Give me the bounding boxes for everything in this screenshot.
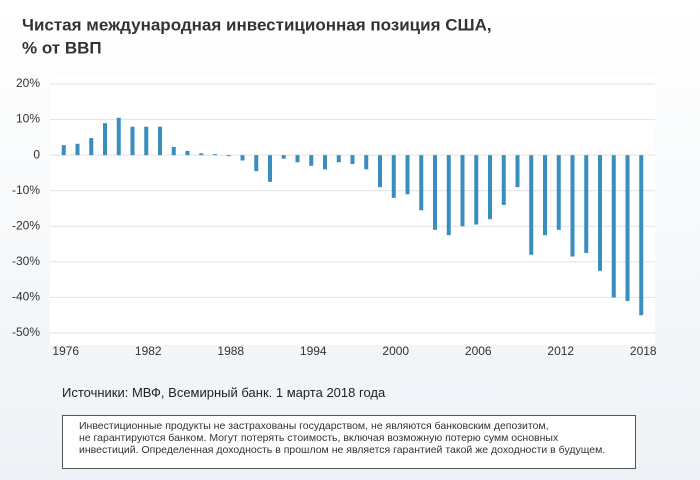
bar xyxy=(336,155,341,163)
bar xyxy=(240,155,245,161)
bar xyxy=(268,155,272,182)
bar xyxy=(598,155,602,271)
bar xyxy=(433,155,437,230)
bar xyxy=(185,150,190,156)
bar xyxy=(529,155,534,255)
x-tick-label: 1976 xyxy=(52,344,79,358)
disclaimer-line: не гарантируются банком. Могут потерять … xyxy=(79,432,559,444)
chart: Чистая международная инвестиционная пози… xyxy=(12,15,657,358)
bar xyxy=(611,155,616,298)
bar xyxy=(213,154,217,156)
y-tick-label: -40% xyxy=(12,290,40,304)
bar xyxy=(460,155,465,227)
bar xyxy=(515,155,520,188)
bar xyxy=(309,155,314,166)
bar xyxy=(391,155,396,198)
bar xyxy=(171,146,176,156)
x-tick-label: 2018 xyxy=(630,344,657,358)
bar xyxy=(378,155,382,188)
bar xyxy=(130,126,135,156)
x-tick-label: 1982 xyxy=(135,344,162,358)
bar xyxy=(199,153,204,156)
bar xyxy=(281,155,286,159)
bar xyxy=(364,155,369,170)
bar xyxy=(405,155,410,195)
bar xyxy=(446,155,451,236)
x-tick-label: 1994 xyxy=(300,344,327,358)
bar xyxy=(158,126,162,156)
bar xyxy=(501,155,506,205)
bar xyxy=(474,155,479,225)
y-tick-label: 20% xyxy=(16,76,40,90)
bar xyxy=(116,117,121,156)
y-tick-label: 0 xyxy=(33,147,40,161)
bar xyxy=(570,155,575,257)
bar xyxy=(295,155,300,163)
disclaimer-line: инвестиций. Определенная доходность в пр… xyxy=(79,444,606,456)
bar xyxy=(226,155,231,157)
bar xyxy=(488,155,492,220)
y-tick-label: -20% xyxy=(12,218,40,232)
bar xyxy=(556,155,561,230)
x-tick-label: 2006 xyxy=(465,344,492,358)
bar xyxy=(350,155,355,165)
disclaimer-line: Инвестиционные продукты не застрахованы … xyxy=(79,420,549,432)
bar xyxy=(75,143,80,156)
bar xyxy=(639,155,644,316)
bar xyxy=(144,126,149,156)
x-tick-label: 2012 xyxy=(547,344,574,358)
bar xyxy=(625,155,630,301)
chart-title: Чистая международная инвестиционная пози… xyxy=(22,15,492,34)
bar xyxy=(584,155,589,253)
bar xyxy=(254,155,259,172)
bar xyxy=(61,145,66,156)
bar xyxy=(323,155,327,170)
bar xyxy=(103,123,107,156)
bar xyxy=(419,155,424,211)
x-tick-label: 2000 xyxy=(382,344,409,358)
chart-subtitle: % от ВВП xyxy=(22,38,102,57)
plot-area xyxy=(50,75,655,345)
y-tick-label: 10% xyxy=(16,112,40,126)
y-tick-label: -30% xyxy=(12,254,40,268)
y-tick-label: -10% xyxy=(12,183,40,197)
disclaimer: Инвестиционные продукты не застрахованы … xyxy=(62,415,636,469)
source: Источники: МВФ, Всемирный банк. 1 марта … xyxy=(62,385,386,400)
y-tick-label: -50% xyxy=(12,325,40,339)
bar xyxy=(543,155,547,236)
x-tick-label: 1988 xyxy=(217,344,244,358)
bar xyxy=(89,138,94,156)
